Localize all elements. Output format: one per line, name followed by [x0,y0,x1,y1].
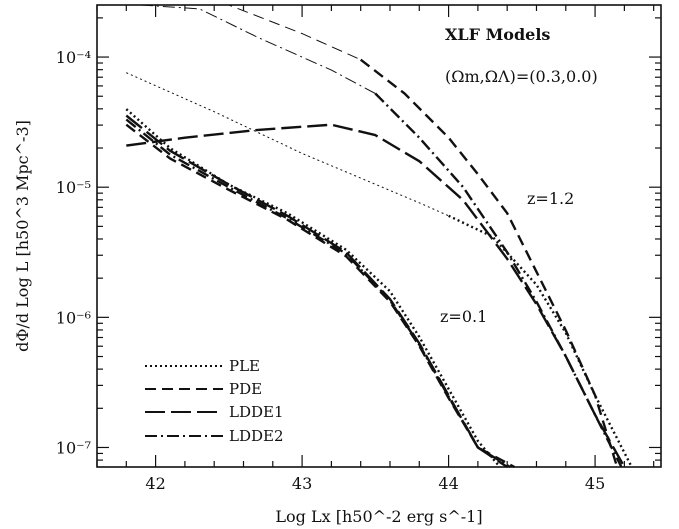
series-line-pde-z12-4 [359,58,619,468]
annotation-z-high: z=1.2 [527,189,574,208]
series-line-ldde2-z12-6 [374,92,623,468]
legend-label-pde: PDE [229,380,262,398]
plot-frame [96,4,662,468]
x-tick-label: 42 [145,474,165,493]
legend-label-ldde1: LDDE1 [229,403,284,421]
y-tick-label: 10⁻⁶ [56,308,91,327]
series-line-pde-z01-8 [125,123,516,469]
series-line-ldde2-z01-10 [125,118,511,469]
x-axis-label: Log Lx [h50^-2 erg s^-1] [275,507,482,526]
y-tick-label: 10⁻⁷ [56,438,91,457]
series-line-ple-z12-3 [448,214,633,468]
series-line-pde-z12-1 [170,4,361,61]
legend-label-ldde2: LDDE2 [229,427,284,445]
tick-group: 42 43 44 45 10⁻⁴ 10⁻⁵ 10⁻⁶ 10⁻⁷ [56,5,661,493]
annotation-z-low: z=0.1 [440,307,487,326]
series-line-ldde1-z01-9 [125,114,508,468]
x-tick-label: 45 [585,474,605,493]
y-axis-label: dΦ/d Log L [h50^3 Mpc^-3] [13,120,32,352]
series-line-ple-z01-7 [125,108,501,468]
x-tick-label: 43 [292,474,312,493]
chart-subtitle: (Ωm,ΩΛ)=(0.3,0.0) [445,67,598,86]
legend: PLE PDE LDDE1 LDDE2 [145,357,284,445]
series-line-ldde2-z12-2 [140,4,376,94]
legend-label-ple: PLE [229,357,260,375]
chart-title: XLF Models [445,25,550,44]
series-group [125,4,633,469]
series-line-ple-z12-0 [126,72,449,217]
x-tick-label: 44 [438,474,458,493]
y-tick-label: 10⁻⁵ [56,178,91,197]
y-tick-label: 10⁻⁴ [56,48,91,67]
